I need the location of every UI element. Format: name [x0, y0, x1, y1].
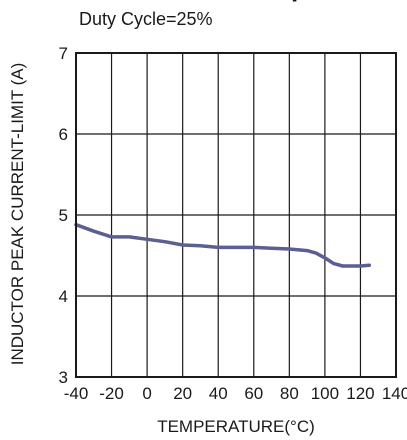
- svg-text:p: p: [291, 0, 307, 2]
- series-layer: [74, 222, 372, 268]
- x-tick-label-6: 80: [280, 384, 299, 403]
- x-axis-label: TEMPERATURE(°C): [157, 417, 315, 436]
- x-tick-label-4: 40: [209, 384, 228, 403]
- y-tick-labels: 3 4 5 6 7: [59, 44, 68, 387]
- y-tick-label-2: 5: [59, 206, 68, 225]
- chart-subtitle: Duty Cycle=25%: [79, 9, 213, 29]
- y-tick-label-0: 3: [59, 368, 68, 387]
- x-tick-label-7: 100: [311, 384, 339, 403]
- x-tick-label-2: 0: [142, 384, 151, 403]
- grid: [75, 52, 397, 378]
- x-tick-label-5: 60: [244, 384, 263, 403]
- y-axis-label: INDUCTOR PEAK CURRENT-LIMIT (A): [8, 63, 27, 366]
- x-tick-label-8: 120: [346, 384, 374, 403]
- y-tick-label-3: 6: [59, 125, 68, 144]
- cropped-title-fragment: p: [291, 0, 307, 2]
- series-line-0: [74, 222, 372, 268]
- x-tick-labels: -40 -20 0 20 40 60 80 100 120 140: [64, 384, 407, 403]
- x-tick-label-3: 20: [173, 384, 192, 403]
- x-tick-label-1: -20: [99, 384, 124, 403]
- plot-frame: [75, 52, 397, 378]
- y-tick-label-1: 4: [59, 287, 68, 306]
- x-tick-label-9: 140: [382, 384, 407, 403]
- y-tick-label-4: 7: [59, 44, 68, 63]
- x-tick-label-0: -40: [64, 384, 89, 403]
